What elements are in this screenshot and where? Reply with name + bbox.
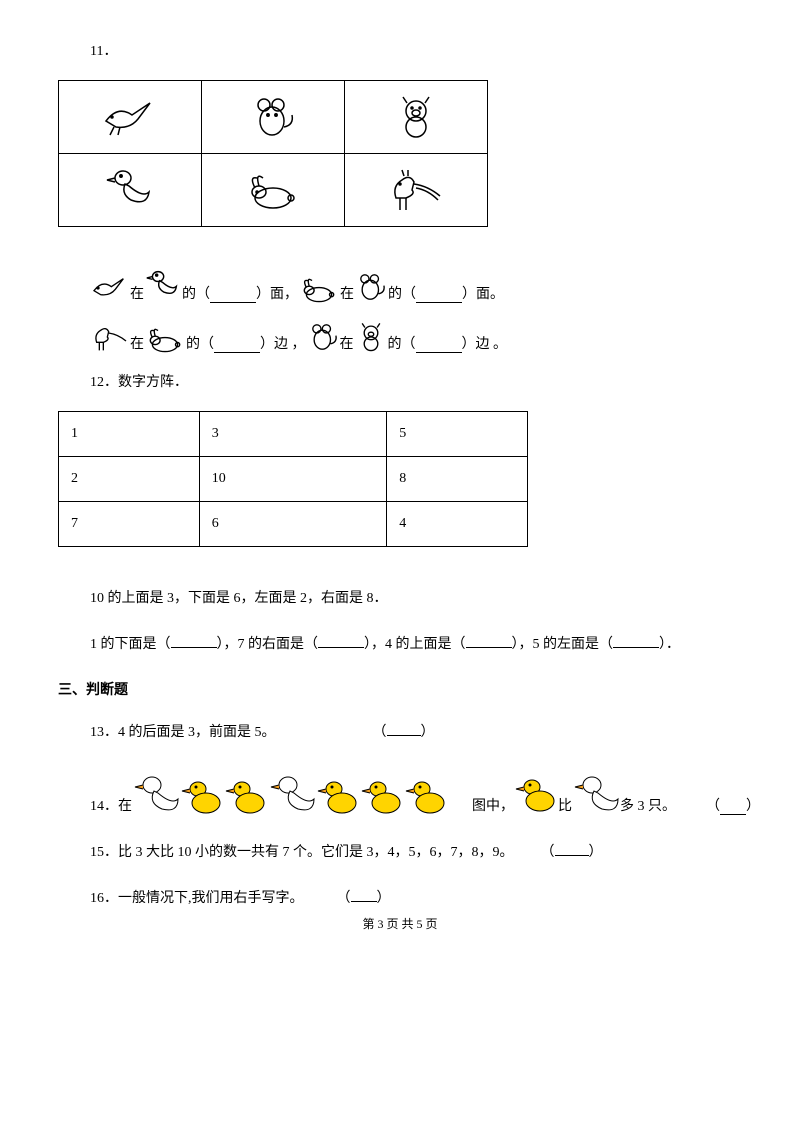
animal-grid: [58, 80, 488, 227]
cell: 1: [59, 412, 200, 457]
text: ）边 ，: [260, 333, 306, 353]
cell: 2: [59, 457, 200, 502]
paren-l: （: [706, 795, 720, 815]
q13-text: 4 的后面是 3，前面是 5。: [118, 725, 276, 740]
number-grid: 1 3 5 2 10 8 7 6 4: [58, 411, 528, 547]
cell: 3: [199, 412, 387, 457]
text: 在: [130, 333, 144, 353]
pig-icon: [391, 95, 441, 139]
mouse-small-icon: [306, 321, 340, 353]
paren-r: ）: [421, 725, 435, 740]
rabbit-small-icon: [144, 325, 186, 353]
q11-line1: 在 的（ ）面， 在 的（ ）面。: [90, 267, 770, 303]
cell: 5: [387, 412, 528, 457]
table-row: [59, 81, 488, 154]
text: 多 3 只。: [620, 795, 676, 815]
text: 的（: [388, 283, 416, 303]
q14: 14．在 图中， 比 多 3 只。 （ ）: [90, 767, 770, 815]
text: ）边 。: [462, 333, 508, 353]
page: 11． 在: [0, 0, 800, 952]
cell-horse: [345, 154, 488, 227]
text: 比: [558, 795, 572, 815]
q11-number: 11．: [90, 40, 770, 60]
paren-r: ）: [589, 845, 603, 860]
cell: 8: [387, 457, 528, 502]
blank[interactable]: [387, 721, 421, 736]
rabbit-small-icon: [298, 275, 340, 303]
paren-l: （: [541, 845, 555, 860]
cell-pig: [345, 81, 488, 154]
mouse-icon: [248, 95, 298, 139]
table-row: 2 10 8: [59, 457, 528, 502]
blank[interactable]: [466, 633, 512, 648]
blank[interactable]: [555, 841, 589, 856]
text: 图中，: [472, 795, 514, 815]
q14-num: 14．在: [90, 795, 132, 815]
q15: 15．比 3 大比 10 小的数一共有 7 个。它们是 3，4，5，6，7，8，…: [90, 841, 770, 861]
paren-r: ）: [377, 891, 391, 906]
mouse-small-icon: [354, 271, 388, 303]
text: 在: [340, 333, 354, 353]
page-footer: 第 3 页 共 5 页: [30, 915, 770, 932]
q16: 16．一般情况下,我们用右手写字。 （ ）: [90, 887, 770, 907]
duck-icon: [103, 166, 157, 214]
text: 的（: [182, 283, 210, 303]
text: 的（: [186, 333, 214, 353]
text: ）面。: [462, 283, 504, 303]
horse-small-icon: [90, 321, 130, 353]
blank[interactable]: [214, 338, 260, 353]
text: ）．: [659, 637, 680, 652]
q12-number: 12．数字方阵．: [90, 371, 770, 391]
q12-example: 10 的上面是 3，下面是 6，左面是 2，右面是 8．: [90, 587, 770, 607]
cell-duck: [59, 154, 202, 227]
bird-small-icon: [90, 273, 130, 303]
cell: 4: [387, 502, 528, 547]
q11-line2: 在 的（ ）边 ， 在 的（ ）边 。: [90, 321, 770, 353]
blank[interactable]: [416, 338, 462, 353]
text: ），5 的左面是（: [512, 637, 614, 652]
paren-r: ）: [746, 795, 760, 815]
blank[interactable]: [351, 887, 377, 902]
q16-text: 一般情况下,我们用右手写字。: [118, 891, 304, 906]
goose-icon: [572, 771, 620, 815]
text: 在: [130, 283, 144, 303]
blank[interactable]: [171, 633, 217, 648]
blank[interactable]: [613, 633, 659, 648]
paren-l: （: [337, 891, 351, 906]
blank[interactable]: [318, 633, 364, 648]
horse-icon: [386, 168, 446, 212]
cell: 6: [199, 502, 387, 547]
q13: 13．4 的后面是 3，前面是 5。 （ ）: [90, 721, 770, 741]
text: 的（: [388, 333, 416, 353]
paren-l: （: [373, 725, 387, 740]
text: ），4 的上面是（: [364, 637, 466, 652]
table-row: 7 6 4: [59, 502, 528, 547]
duck-small-icon: [144, 267, 182, 303]
text: 1 的下面是（: [90, 637, 171, 652]
text: ），7 的右面是（: [217, 637, 319, 652]
duck-row-icon: [132, 767, 472, 815]
cell-bird: [59, 81, 202, 154]
section-3-heading: 三、判断题: [58, 679, 770, 699]
blank[interactable]: [416, 288, 462, 303]
cell-mouse: [202, 81, 345, 154]
blank[interactable]: [210, 288, 256, 303]
text: ）面，: [256, 283, 298, 303]
rabbit-icon: [243, 170, 303, 210]
q13-num: 13．: [90, 725, 118, 740]
text: 在: [340, 283, 354, 303]
table-row: [59, 154, 488, 227]
table-row: 1 3 5: [59, 412, 528, 457]
blank[interactable]: [720, 800, 746, 815]
q15-num: 15．: [90, 845, 118, 860]
cell-rabbit: [202, 154, 345, 227]
q15-text: 比 3 大比 10 小的数一共有 7 个。它们是 3，4，5，6，7，8，9。: [118, 845, 514, 860]
duckling-icon: [514, 775, 558, 815]
q16-num: 16．: [90, 891, 118, 906]
cell: 7: [59, 502, 200, 547]
pig-small-icon: [354, 321, 388, 353]
q12-fill: 1 的下面是（ ），7 的右面是（ ），4 的上面是（ ），5 的左面是（ ）．: [90, 633, 770, 653]
bird-icon: [100, 97, 160, 137]
cell: 10: [199, 457, 387, 502]
